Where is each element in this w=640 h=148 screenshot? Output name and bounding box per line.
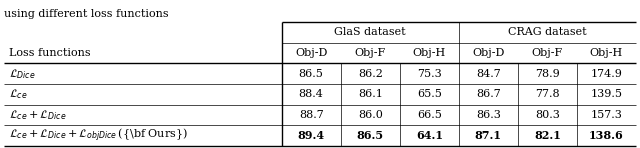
Text: 174.9: 174.9 <box>591 69 623 79</box>
Text: 86.3: 86.3 <box>476 110 500 120</box>
Text: 157.3: 157.3 <box>591 110 623 120</box>
Text: 139.5: 139.5 <box>591 89 623 99</box>
Text: 78.9: 78.9 <box>535 69 560 79</box>
Text: 84.7: 84.7 <box>476 69 500 79</box>
Text: 66.5: 66.5 <box>417 110 442 120</box>
Text: Obj-F: Obj-F <box>355 48 386 58</box>
Text: Obj-H: Obj-H <box>413 48 446 58</box>
Text: CRAG dataset: CRAG dataset <box>508 27 587 37</box>
Text: 86.5: 86.5 <box>356 130 384 141</box>
Text: 64.1: 64.1 <box>416 130 443 141</box>
Text: $\mathcal{L}_{ce} + \mathcal{L}_{Dice}$: $\mathcal{L}_{ce} + \mathcal{L}_{Dice}$ <box>9 108 67 122</box>
Text: Loss functions: Loss functions <box>9 48 91 58</box>
Text: Obj-H: Obj-H <box>590 48 623 58</box>
Text: $\mathcal{L}_{ce} + \mathcal{L}_{Dice} + \mathcal{L}_{objDice}$$\,$({\bf Ours}): $\mathcal{L}_{ce} + \mathcal{L}_{Dice} +… <box>9 127 188 144</box>
Text: 88.4: 88.4 <box>299 89 324 99</box>
Text: 86.0: 86.0 <box>358 110 383 120</box>
Text: 89.4: 89.4 <box>298 130 324 141</box>
Text: 88.7: 88.7 <box>299 110 323 120</box>
Text: Obj-D: Obj-D <box>295 48 327 58</box>
Text: GlaS dataset: GlaS dataset <box>334 27 406 37</box>
Text: 77.8: 77.8 <box>535 89 560 99</box>
Text: Obj-F: Obj-F <box>532 48 563 58</box>
Text: 87.1: 87.1 <box>475 130 502 141</box>
Text: $\mathcal{L}_{Dice}$: $\mathcal{L}_{Dice}$ <box>9 67 36 81</box>
Text: 86.5: 86.5 <box>299 69 324 79</box>
Text: $\mathcal{L}_{ce}$: $\mathcal{L}_{ce}$ <box>9 87 28 101</box>
Text: 80.3: 80.3 <box>535 110 560 120</box>
Text: 86.1: 86.1 <box>358 89 383 99</box>
Text: 82.1: 82.1 <box>534 130 561 141</box>
Text: 65.5: 65.5 <box>417 89 442 99</box>
Text: using different loss functions: using different loss functions <box>4 9 168 19</box>
Text: 86.7: 86.7 <box>476 89 500 99</box>
Text: 86.2: 86.2 <box>358 69 383 79</box>
Text: Obj-D: Obj-D <box>472 48 504 58</box>
Text: 75.3: 75.3 <box>417 69 442 79</box>
Text: 138.6: 138.6 <box>589 130 624 141</box>
